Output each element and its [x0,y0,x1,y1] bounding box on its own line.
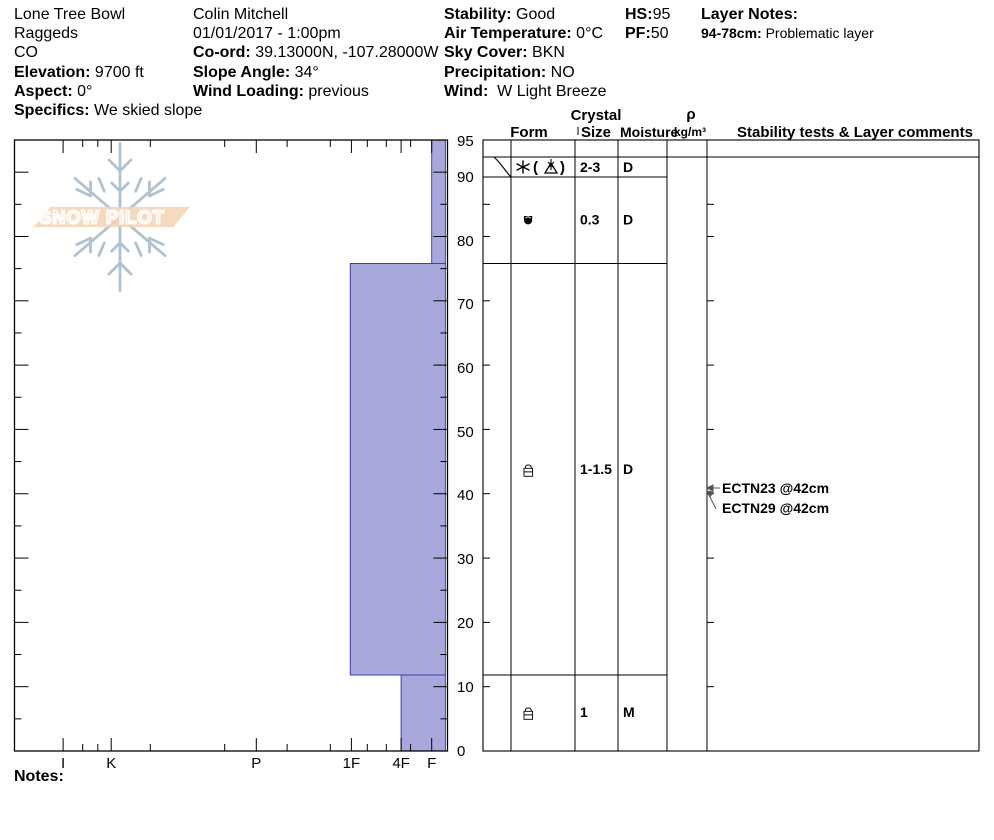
svg-text:kg/m³: kg/m³ [674,125,706,139]
svg-text:0: 0 [457,743,465,760]
svg-text:Moisture: Moisture [620,124,679,140]
svg-text:70: 70 [457,296,474,313]
svg-text:0.3: 0.3 [580,212,600,228]
svg-text:40: 40 [457,487,474,504]
svg-text:60: 60 [457,360,474,377]
svg-text:1-1.5: 1-1.5 [580,461,612,477]
svg-text:K: K [106,755,116,772]
svg-text:): ) [560,159,565,176]
svg-text:10: 10 [457,679,474,696]
svg-text:Crystal: Crystal [571,107,622,124]
svg-text:2-3: 2-3 [580,159,600,175]
svg-text:I: I [61,755,65,772]
svg-text:1F: 1F [343,755,361,772]
svg-text:1: 1 [580,704,588,720]
svg-text:SNOW PILOT: SNOW PILOT [39,206,165,227]
svg-text:D: D [623,159,633,175]
svg-text:Stability tests & Layer commen: Stability tests & Layer comments [737,124,973,141]
svg-text:80: 80 [457,233,474,250]
svg-text:ECTN23 @42cm: ECTN23 @42cm [722,480,829,496]
svg-text:4F: 4F [392,755,410,772]
svg-text:F: F [427,755,436,772]
svg-text:30: 30 [457,551,474,568]
svg-text:ECTN29 @42cm: ECTN29 @42cm [722,500,829,516]
svg-text:50: 50 [457,424,474,441]
svg-text:95: 95 [457,133,474,150]
svg-text:ρ: ρ [686,106,695,123]
svg-text:D: D [623,461,633,477]
svg-text:M: M [623,704,635,720]
svg-text:Form: Form [510,124,548,141]
svg-text:(: ( [533,159,538,176]
svg-text:Size: Size [581,124,611,141]
svg-text:D: D [623,212,633,228]
svg-text:90: 90 [457,169,474,186]
svg-text:20: 20 [457,615,474,632]
svg-text:P: P [251,755,261,772]
